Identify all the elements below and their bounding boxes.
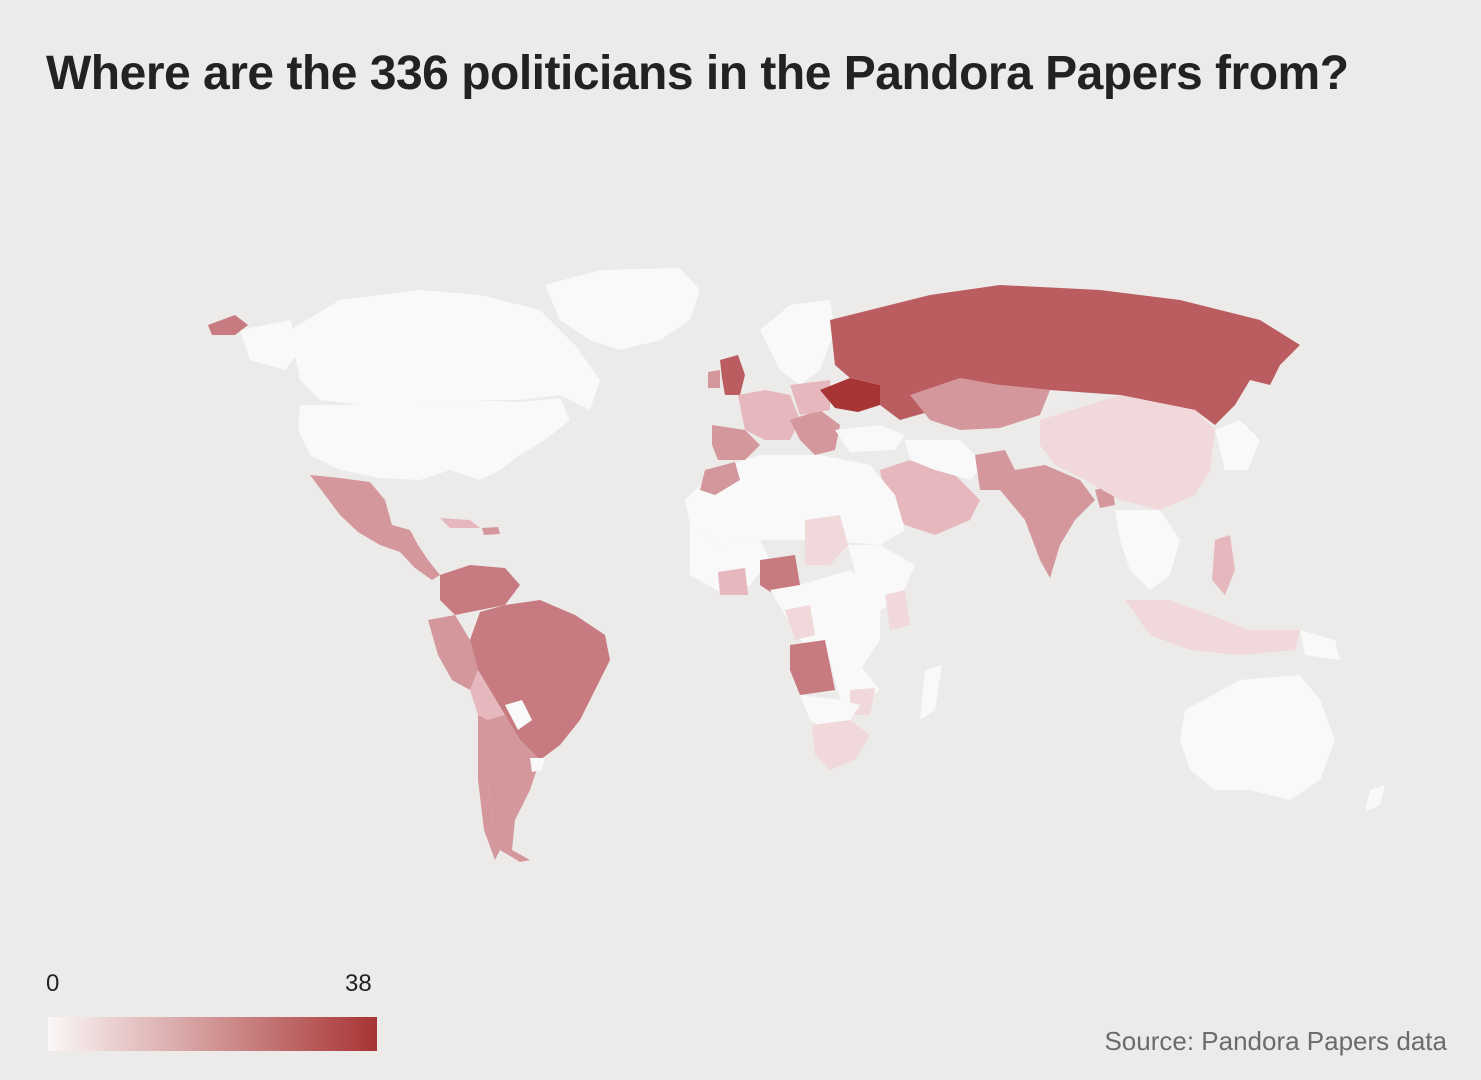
source-note: Source: Pandora Papers data — [1104, 1026, 1447, 1056]
country-angola[interactable] — [790, 640, 835, 695]
country-middle-east[interactable] — [880, 460, 980, 535]
country-papua[interactable] — [1300, 630, 1340, 660]
country-central-europe[interactable] — [790, 380, 830, 415]
country-sudan[interactable] — [805, 515, 848, 565]
country-colombia-venezuela[interactable] — [440, 565, 520, 615]
country-india[interactable] — [1000, 465, 1095, 578]
country-paraguay[interactable] — [505, 700, 532, 730]
country-argentina[interactable] — [488, 715, 540, 862]
country-kazakhstan[interactable] — [910, 378, 1050, 430]
country-canada[interactable] — [290, 290, 600, 410]
country-mexico[interactable] — [310, 475, 418, 552]
country-usa[interactable] — [298, 398, 570, 480]
country-china-mongolia[interactable] — [1040, 395, 1215, 510]
map-title: Where are the 336 politicians in the Pan… — [46, 47, 1349, 100]
country-iceland[interactable] — [208, 315, 248, 335]
country-brazil[interactable] — [470, 600, 610, 760]
country-pakistan[interactable] — [975, 450, 1015, 490]
country-ukraine[interactable] — [820, 378, 880, 412]
country-australia[interactable] — [1180, 675, 1335, 800]
country-chile[interactable] — [478, 715, 500, 860]
country-ireland[interactable] — [708, 370, 720, 388]
country-southeast-asia[interactable] — [1115, 510, 1180, 590]
country-uk[interactable] — [720, 355, 745, 395]
country-western-europe[interactable] — [738, 390, 800, 440]
country-italy-balkans[interactable] — [790, 410, 840, 455]
legend-min-label: 0 — [46, 970, 60, 997]
country-south-africa[interactable] — [812, 720, 870, 770]
legend-color-scale — [48, 1017, 377, 1051]
country-kenya[interactable] — [885, 590, 910, 630]
country-greenland[interactable] — [545, 268, 700, 350]
country-russia[interactable] — [830, 285, 1300, 425]
country-philippines[interactable] — [1212, 535, 1235, 595]
country-turkey[interactable] — [835, 425, 905, 452]
country-central-africa[interactable] — [770, 570, 880, 670]
country-congo[interactable] — [785, 605, 815, 640]
country-ghana-ivory[interactable] — [718, 568, 748, 595]
country-spain-portugal[interactable] — [712, 425, 760, 460]
legend-max-label: 38 — [345, 970, 372, 997]
country-alaska[interactable] — [240, 320, 300, 370]
country-cuba[interactable] — [440, 518, 480, 528]
country-indonesia-malaysia[interactable] — [1125, 600, 1300, 655]
country-hispaniola[interactable] — [482, 527, 500, 535]
country-west-africa[interactable] — [690, 525, 770, 592]
country-korea-japan[interactable] — [1215, 420, 1260, 470]
country-north-africa[interactable] — [685, 455, 905, 545]
country-iran[interactable] — [905, 440, 985, 480]
country-central-america[interactable] — [400, 545, 440, 580]
country-new-zealand[interactable] — [1365, 785, 1385, 812]
country-scandinavia[interactable] — [760, 300, 835, 385]
country-bolivia[interactable] — [470, 670, 505, 725]
country-peru-ecuador[interactable] — [428, 615, 478, 690]
country-morocco[interactable] — [700, 462, 740, 495]
country-madagascar[interactable] — [920, 665, 942, 720]
country-nigeria[interactable] — [760, 555, 800, 595]
country-uruguay[interactable] — [530, 758, 545, 772]
